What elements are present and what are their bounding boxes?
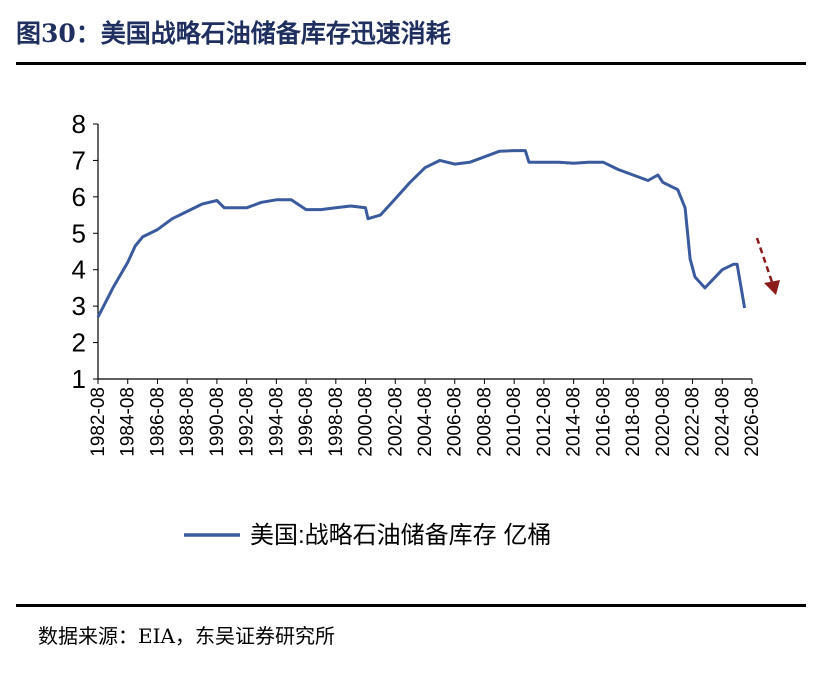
x-tick-label: 2018-08 [623, 387, 644, 457]
x-tick-label: 2002-08 [385, 387, 406, 457]
x-tick-label: 1998-08 [326, 387, 347, 457]
x-tick-label: 2024-08 [712, 387, 733, 457]
source-note: 数据来源：EIA，东吴证券研究所 [38, 624, 335, 648]
series-line [96, 149, 747, 318]
y-tick-label: 6 [72, 182, 86, 212]
y-tick-label: 7 [72, 145, 86, 175]
x-tick-label: 2026-08 [742, 387, 763, 457]
x-tick-label: 2000-08 [356, 387, 377, 457]
legend: 美国:战略石油储备库存 亿桶 [184, 522, 551, 549]
line-chart: 1 2 3 4 5 6 7 8 1982-08 1984-08 1986-08 1988-08 199… [72, 109, 780, 549]
bottom-rule [16, 604, 806, 607]
x-tick-label: 2004-08 [415, 387, 436, 457]
x-tick-label: 2020-08 [653, 387, 674, 457]
x-tick-label: 2012-08 [534, 387, 555, 457]
x-tick-label: 2006-08 [445, 387, 466, 457]
x-tick-label: 1990-08 [207, 387, 228, 457]
x-tick-label: 2014-08 [564, 387, 585, 457]
y-tick-label: 1 [72, 364, 86, 394]
legend-label: 美国:战略石油储备库存 亿桶 [250, 522, 551, 549]
trend-arrow-head [764, 280, 780, 295]
x-tick-labels: 1982-08 1984-08 1986-08 1988-08 1990-08 1992-… [88, 387, 763, 457]
y-tick-label: 2 [72, 328, 86, 358]
x-tick-label: 1982-08 [88, 387, 109, 457]
top-rule [16, 62, 806, 65]
series-layer [96, 149, 747, 318]
x-tick-label: 2022-08 [683, 387, 704, 457]
y-tick-label: 4 [72, 255, 86, 285]
y-tick-label: 5 [72, 218, 86, 248]
x-tick-label: 2008-08 [474, 387, 495, 457]
chart-title: 图30：美国战略石油储备库存迅速消耗 [16, 19, 451, 48]
x-tick-label: 1986-08 [147, 387, 168, 457]
x-tick-label: 2016-08 [593, 387, 614, 457]
y-tick-label: 8 [72, 109, 86, 139]
y-tick-labels: 1 2 3 4 5 6 7 8 [72, 109, 86, 394]
axes [93, 123, 753, 384]
x-tick-label: 1984-08 [118, 387, 139, 457]
x-tick-label: 2010-08 [504, 387, 525, 457]
y-tick-label: 3 [72, 291, 86, 321]
x-tick-label: 1994-08 [266, 387, 287, 457]
x-tick-label: 1992-08 [237, 387, 258, 457]
trend-arrow [755, 237, 780, 295]
x-tick-label: 1996-08 [296, 387, 317, 457]
x-tick-label: 1988-08 [177, 387, 198, 457]
trend-arrow-shaft [755, 237, 775, 286]
